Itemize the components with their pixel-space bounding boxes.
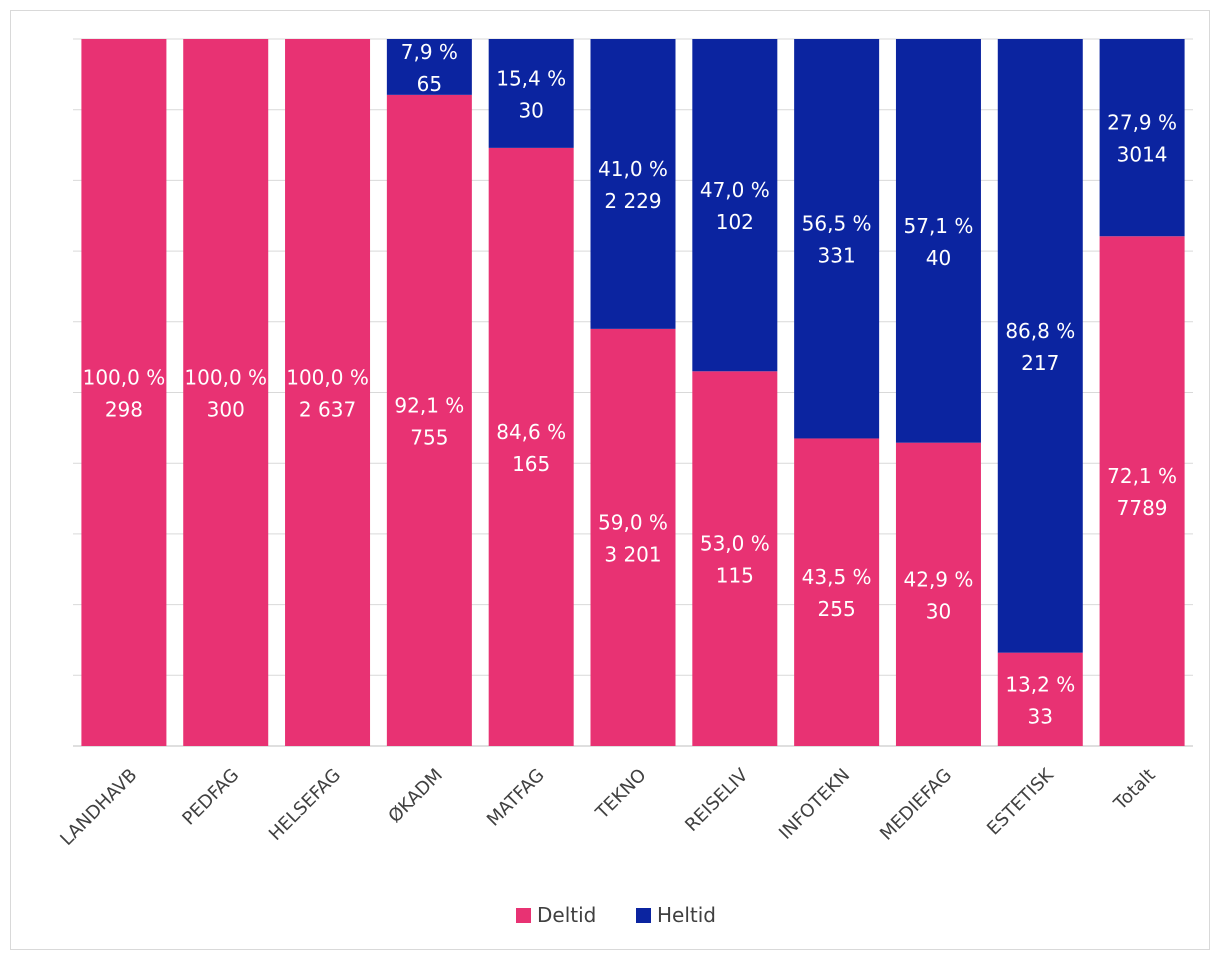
data-label-deltid-count: 7789	[1117, 496, 1168, 520]
data-label-heltid-pct: 27,9 %	[1107, 111, 1177, 135]
data-label-heltid-count: 331	[818, 244, 856, 268]
data-label-deltid-count: 33	[1028, 704, 1053, 728]
data-label-deltid-pct: 100,0 %	[83, 366, 166, 390]
data-label-heltid-count: 30	[518, 98, 543, 122]
x-tick-label: Totalt	[1109, 765, 1159, 815]
bar-deltid-mediefag	[895, 442, 981, 746]
x-tick-label: INFOTEKN	[775, 765, 854, 844]
data-label-heltid-count: 3014	[1117, 143, 1168, 167]
data-label-deltid-pct: 92,1 %	[394, 393, 464, 417]
legend-swatch-heltid	[636, 908, 651, 923]
data-label-heltid-count: 102	[716, 210, 754, 234]
data-label-deltid-pct: 43,5 %	[802, 565, 872, 589]
data-label-deltid-pct: 100,0 %	[286, 366, 369, 390]
data-label-heltid-pct: 15,4 %	[496, 66, 566, 90]
data-label-deltid-count: 2 637	[299, 398, 356, 422]
x-tick-label: LANDHAVB	[56, 765, 141, 850]
bar-heltid-reiseliv	[692, 39, 778, 372]
x-tick-label: MATFAG	[483, 765, 549, 831]
x-tick-label: REISELIV	[681, 764, 753, 836]
bar-deltid-helsefag	[285, 39, 371, 746]
data-label-deltid-count: 165	[512, 452, 550, 476]
x-tick-label: HELSEFAG	[265, 765, 345, 845]
data-label-heltid-pct: 86,8 %	[1005, 319, 1075, 343]
x-tick-label: TEKNO	[591, 765, 650, 824]
data-label-deltid-count: 298	[105, 398, 143, 422]
bar-deltid-pedfag	[183, 39, 269, 746]
bar-deltid-økadm	[386, 94, 472, 746]
data-label-heltid-count: 40	[926, 246, 951, 270]
stacked-bar-chart: 100,0 % 298 LANDHAVB 100,0 % 300 PEDFAG 100,0 …	[56, 38, 1193, 927]
chart-frame: 100,0 % 298 LANDHAVB 100,0 % 300 PEDFAG 100,0 …	[10, 10, 1210, 950]
x-tick-label: PEDFAG	[178, 765, 243, 830]
bar-deltid-totalt	[1099, 236, 1185, 747]
bar-deltid-tekno	[590, 328, 676, 746]
data-label-deltid-count: 3 201	[604, 542, 661, 566]
legend-swatch-deltid	[516, 908, 531, 923]
data-label-heltid-pct: 41,0 %	[598, 157, 668, 181]
data-label-heltid-pct: 57,1 %	[904, 214, 974, 238]
data-label-deltid-pct: 72,1 %	[1107, 464, 1177, 488]
bar-heltid-mediefag	[895, 39, 981, 443]
x-tick-label: ESTETISK	[983, 764, 1059, 840]
legend-label-deltid: Deltid	[537, 903, 596, 927]
bar-deltid-estetisk	[997, 652, 1083, 746]
data-label-heltid-count: 2 229	[604, 189, 661, 213]
data-label-deltid-pct: 42,9 %	[904, 567, 974, 591]
data-label-deltid-pct: 53,0 %	[700, 532, 770, 556]
data-label-heltid-pct: 7,9 %	[401, 40, 458, 64]
bar-heltid-tekno	[590, 39, 676, 329]
bar-heltid-estetisk	[997, 39, 1083, 653]
x-tick-label: MEDIEFAG	[876, 765, 956, 845]
data-label-deltid-count: 255	[818, 597, 856, 621]
bar-heltid-økadm	[386, 39, 472, 95]
data-label-heltid-count: 217	[1021, 351, 1059, 375]
data-label-heltid-count: 65	[417, 72, 442, 96]
bar-heltid-totalt	[1099, 39, 1185, 237]
data-label-deltid-pct: 100,0 %	[184, 366, 267, 390]
bar-deltid-matfag	[488, 147, 574, 747]
data-label-deltid-pct: 59,0 %	[598, 510, 668, 534]
bar-heltid-matfag	[488, 39, 574, 148]
data-label-deltid-count: 30	[926, 599, 951, 623]
bar-deltid-reiseliv	[692, 371, 778, 746]
data-label-heltid-pct: 56,5 %	[802, 212, 872, 236]
x-tick-label: ØKADM	[384, 765, 446, 827]
bar-deltid-infotekn	[794, 438, 880, 746]
data-label-deltid-count: 115	[716, 564, 754, 588]
data-label-deltid-pct: 84,6 %	[496, 420, 566, 444]
bar-heltid-infotekn	[794, 39, 880, 439]
data-label-deltid-pct: 13,2 %	[1005, 672, 1075, 696]
data-label-deltid-count: 755	[410, 425, 448, 449]
data-label-heltid-pct: 47,0 %	[700, 178, 770, 202]
legend-label-heltid: Heltid	[657, 903, 716, 927]
bar-deltid-landhavb	[81, 39, 167, 746]
data-label-deltid-count: 300	[207, 398, 245, 422]
